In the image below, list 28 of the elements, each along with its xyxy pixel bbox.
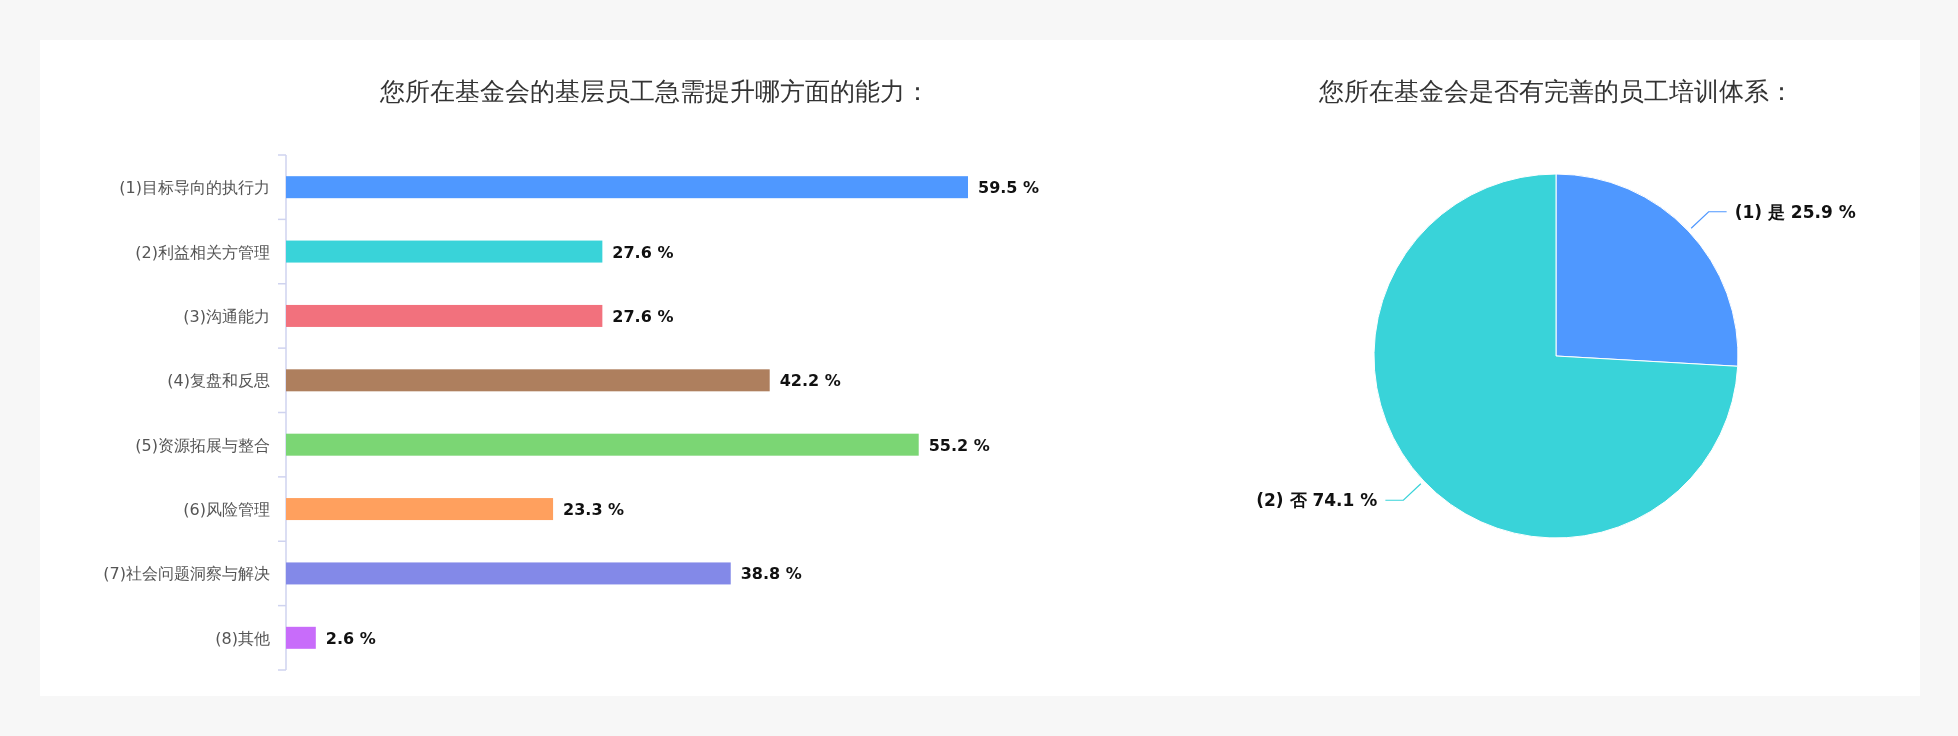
bar	[286, 433, 919, 456]
slice-label: (1) 是 25.9 %	[1734, 201, 1856, 222]
bar	[286, 304, 603, 327]
bar	[286, 369, 770, 392]
bar	[286, 240, 603, 263]
bar	[286, 176, 968, 199]
bar	[286, 626, 316, 649]
y-tick-label: (6)风险管理	[183, 500, 270, 520]
y-tick-label: (4)复盘和反思	[167, 371, 270, 391]
data-label: 42.2 %	[779, 371, 841, 391]
bar	[286, 498, 554, 521]
y-tick-label: (1)目标导向的执行力	[119, 178, 270, 198]
y-tick-label: (8)其他	[215, 628, 270, 648]
chart-title: 您所在基金会是否有完善的员工培训体系：	[1317, 77, 1794, 106]
data-label: 59.5 %	[978, 178, 1040, 198]
y-tick-label: (7)社会问题洞察与解决	[103, 564, 270, 584]
bar	[286, 562, 731, 585]
data-label: 27.6 %	[612, 306, 674, 326]
data-label: 55.2 %	[928, 435, 990, 455]
data-label: 38.8 %	[740, 564, 802, 584]
data-label: 23.3 %	[563, 500, 625, 520]
slice-label: (2) 否 74.1 %	[1256, 490, 1378, 511]
data-label: 27.6 %	[612, 242, 674, 262]
chart-title: 您所在基金会的基层员工急需提升哪方面的能力：	[379, 77, 930, 106]
y-tick-label: (5)资源拓展与整合	[135, 435, 270, 455]
data-label: 2.6 %	[325, 628, 376, 648]
y-tick-label: (3)沟通能力	[183, 306, 270, 326]
y-tick-label: (2)利益相关方管理	[135, 242, 270, 262]
